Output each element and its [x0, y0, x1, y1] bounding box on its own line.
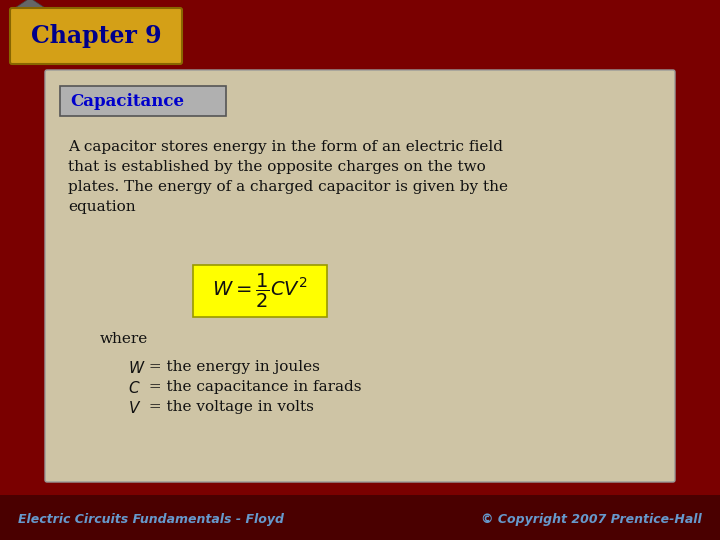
Text: where: where [100, 332, 148, 346]
FancyBboxPatch shape [60, 86, 226, 116]
Text: equation: equation [68, 200, 135, 214]
Text: Capacitance: Capacitance [70, 92, 184, 110]
Text: $W$: $W$ [128, 360, 145, 376]
Text: $V$: $V$ [128, 400, 141, 416]
Polygon shape [12, 0, 48, 10]
FancyBboxPatch shape [10, 8, 182, 64]
Text: = the voltage in volts: = the voltage in volts [144, 400, 314, 414]
FancyBboxPatch shape [45, 70, 675, 482]
Text: $C$: $C$ [128, 380, 140, 396]
Text: © Copyright 2007 Prentice-Hall: © Copyright 2007 Prentice-Hall [481, 514, 702, 526]
Text: Electric Circuits Fundamentals - Floyd: Electric Circuits Fundamentals - Floyd [18, 514, 284, 526]
Text: that is established by the opposite charges on the two: that is established by the opposite char… [68, 160, 486, 174]
Text: = the energy in joules: = the energy in joules [144, 360, 320, 374]
Bar [0, 495, 720, 540]
Text: A capacitor stores energy in the form of an electric field: A capacitor stores energy in the form of… [68, 140, 503, 154]
Text: = the capacitance in farads: = the capacitance in farads [144, 380, 361, 394]
Text: Chapter 9: Chapter 9 [31, 24, 161, 48]
Text: plates. The energy of a charged capacitor is given by the: plates. The energy of a charged capacito… [68, 180, 508, 194]
FancyBboxPatch shape [193, 265, 327, 317]
Text: $W = \dfrac{1}{2}CV^2$: $W = \dfrac{1}{2}CV^2$ [212, 272, 307, 310]
